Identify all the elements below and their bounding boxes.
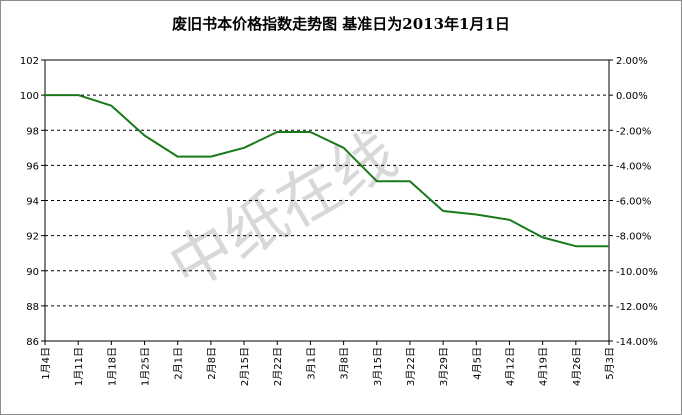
y2-tick-label: -10.00% bbox=[616, 267, 658, 278]
x-tick-label: 1月4日 bbox=[40, 347, 52, 380]
y2-tick-label: -2.00% bbox=[616, 126, 651, 137]
y-tick-label: 96 bbox=[26, 161, 39, 172]
x-tick-label: 2月22日 bbox=[272, 347, 284, 386]
x-tick-label: 4月12日 bbox=[504, 347, 516, 386]
y-tick-label: 102 bbox=[20, 56, 39, 67]
y-tick-label: 94 bbox=[26, 197, 39, 208]
y-tick-label: 88 bbox=[26, 302, 39, 313]
y2-tick-label: -6.00% bbox=[616, 197, 651, 208]
y-tick-label: 98 bbox=[26, 126, 39, 137]
chart-title: 废旧书本价格指数走势图 基准日为2013年1月1日 bbox=[172, 15, 510, 33]
x-tick-label: 1月25日 bbox=[140, 347, 152, 386]
x-tick-label: 2月8日 bbox=[206, 347, 218, 380]
x-tick-label: 3月8日 bbox=[339, 347, 351, 380]
x-tick-label: 5月3日 bbox=[604, 347, 616, 380]
x-tick-label: 3月1日 bbox=[305, 347, 317, 380]
y2-tick-label: -14.00% bbox=[616, 337, 658, 348]
x-tick-label: 2月15日 bbox=[239, 347, 251, 386]
watermark: 中纸在线 bbox=[157, 117, 408, 304]
y2-tick-label: -8.00% bbox=[616, 232, 651, 243]
series-line bbox=[45, 94, 609, 248]
x-tick-label: 3月15日 bbox=[372, 347, 384, 386]
x-tick-label: 4月26日 bbox=[571, 347, 583, 386]
y-tick-label: 100 bbox=[20, 91, 39, 102]
x-tick-label: 3月29日 bbox=[438, 347, 450, 386]
x-tick-label: 2月1日 bbox=[173, 347, 185, 380]
y-tick-label: 92 bbox=[26, 232, 39, 243]
y2-tick-label: -12.00% bbox=[616, 302, 658, 313]
x-tick-label: 1月11日 bbox=[73, 347, 85, 386]
y-tick-label: 90 bbox=[26, 267, 39, 278]
y2-tick-label: 0.00% bbox=[616, 91, 648, 102]
plot-area-border bbox=[44, 59, 610, 342]
x-tick-label: 4月5日 bbox=[471, 347, 483, 380]
y2-tick-label: -4.00% bbox=[616, 161, 651, 172]
y2-tick-label: 2.00% bbox=[616, 56, 648, 67]
x-tick-label: 1月18日 bbox=[106, 347, 118, 386]
x-tick-label: 4月19日 bbox=[538, 347, 550, 386]
y-tick-label: 86 bbox=[26, 337, 39, 348]
x-tick-label: 3月22日 bbox=[405, 347, 417, 386]
